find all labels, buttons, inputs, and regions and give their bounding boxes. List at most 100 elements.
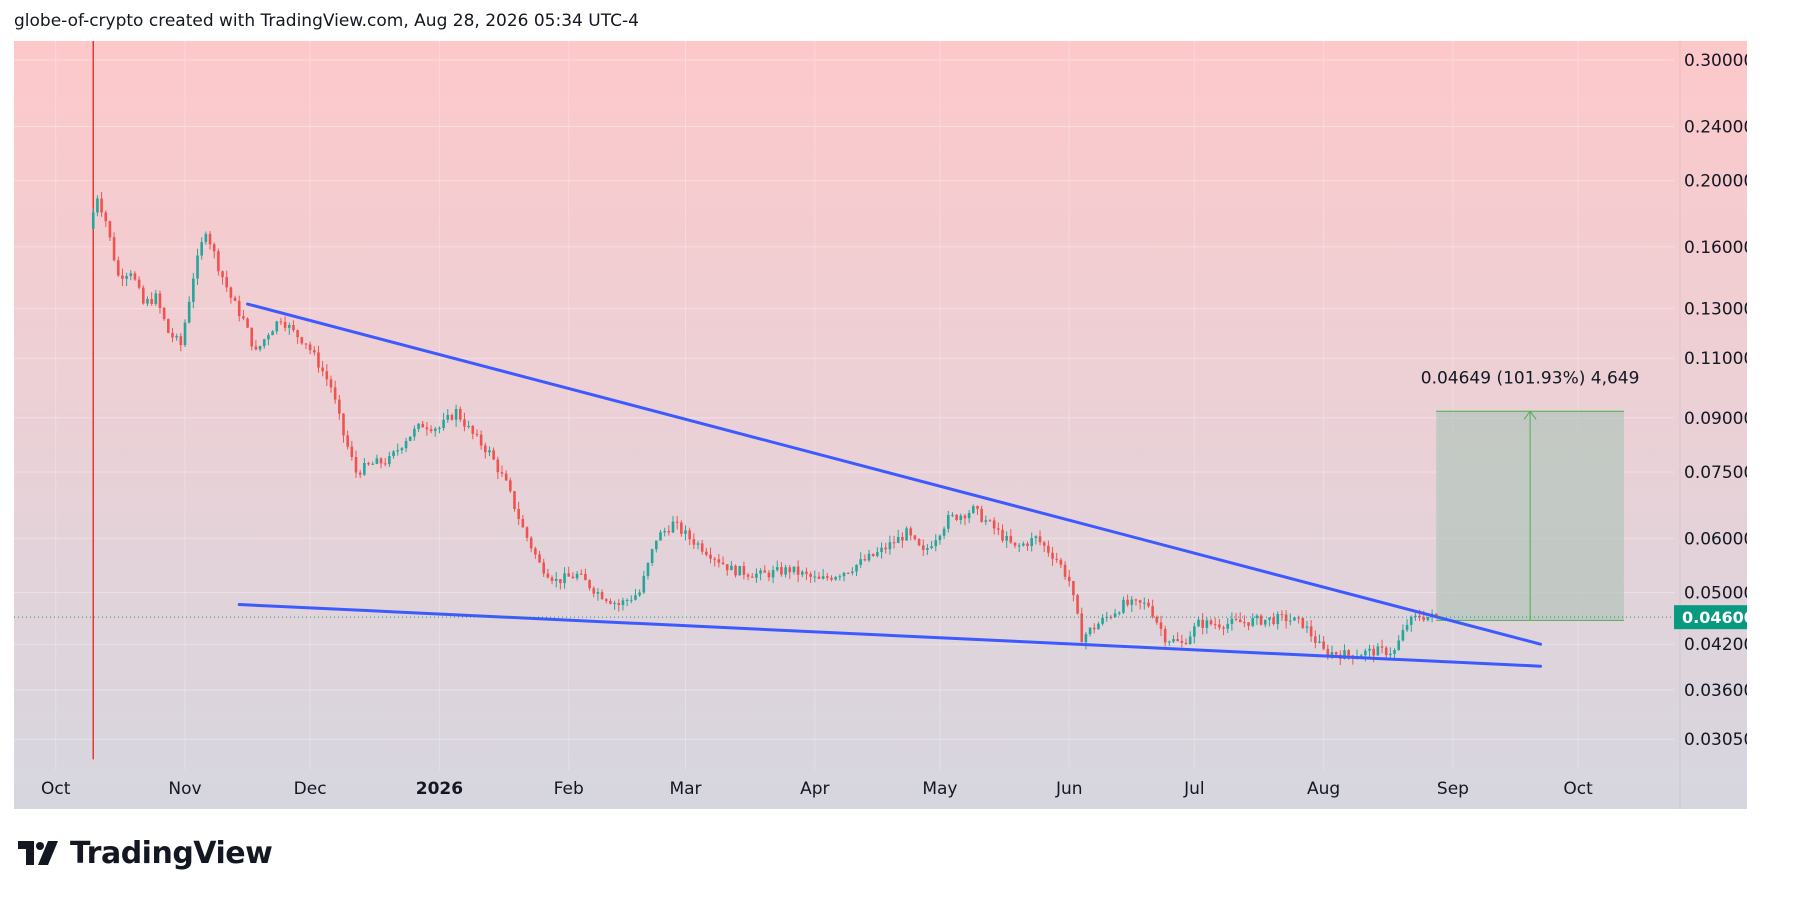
candle-body <box>813 576 817 578</box>
time-tick-label: Dec <box>294 779 327 799</box>
time-tick-label: Nov <box>168 779 201 799</box>
candle-body <box>141 287 145 304</box>
candle-body <box>938 535 942 541</box>
candle-body <box>433 428 437 432</box>
candle-body <box>475 433 479 435</box>
candle-body <box>513 491 516 509</box>
candle-body <box>509 480 512 492</box>
candle-body <box>1059 559 1063 565</box>
candle-body <box>212 244 216 252</box>
candle-body <box>463 419 466 427</box>
candle-body <box>834 577 837 580</box>
candle-body <box>684 530 687 534</box>
candle-body <box>242 316 245 319</box>
candle-body <box>926 548 929 550</box>
candle-body <box>884 547 888 550</box>
candle-body <box>971 506 975 513</box>
candle-body <box>1314 636 1317 643</box>
candle-body <box>625 600 629 602</box>
candle-body <box>1051 552 1054 559</box>
candle-body <box>1076 595 1079 614</box>
candle-body <box>1297 617 1300 619</box>
candle-body <box>392 451 395 457</box>
candle-body <box>1009 535 1013 543</box>
candle-body <box>1122 599 1125 613</box>
candle-body <box>1168 641 1171 643</box>
candle-body <box>300 337 304 344</box>
candle-body <box>1263 619 1267 625</box>
candle-body <box>980 508 983 522</box>
candle-body <box>529 537 533 549</box>
candle-body <box>738 565 742 576</box>
candle-body <box>1201 619 1204 628</box>
candle-body <box>692 539 696 545</box>
candle-body <box>901 536 904 541</box>
tradingview-logo[interactable]: TradingView <box>18 836 273 871</box>
candle-body <box>942 528 946 536</box>
overlay-layer: 0.04649 (101.93%) 4,649 0.04600 <box>14 368 1747 630</box>
candle-body <box>1038 536 1042 543</box>
candle-body <box>1155 616 1159 623</box>
candle-body <box>192 278 195 302</box>
candle-body <box>771 570 775 578</box>
candle-body <box>534 548 537 555</box>
candle-body <box>1368 648 1371 651</box>
candle-body <box>538 554 541 563</box>
candle-body <box>346 435 349 447</box>
candle-body <box>308 344 312 351</box>
candle-body <box>571 576 575 579</box>
candle-body <box>262 339 266 347</box>
candle-body <box>775 567 779 571</box>
time-tick-label: Apr <box>800 779 829 799</box>
candle-body <box>438 427 441 429</box>
candle-body <box>584 573 587 581</box>
candle-body <box>826 576 829 578</box>
candle-body <box>1268 617 1271 620</box>
trendline-lower <box>237 603 1543 668</box>
candle-body <box>1322 641 1325 649</box>
candle-body <box>1193 626 1196 637</box>
candle-body <box>425 427 429 430</box>
candle-body <box>575 573 579 579</box>
candle-body <box>104 212 108 222</box>
candle-body <box>217 251 220 272</box>
candle-body <box>329 379 333 388</box>
candle-body <box>1247 622 1250 626</box>
candle-body <box>150 298 153 304</box>
candle-body <box>121 275 124 279</box>
candle-body <box>1280 614 1284 616</box>
candle-body <box>342 413 345 436</box>
candle-body <box>1209 620 1213 625</box>
candle-body <box>1180 640 1184 643</box>
candle-body <box>1151 606 1154 617</box>
candle-body <box>913 535 917 540</box>
time-axis: Oct Nov Dec 2026 Feb Mar Apr May Jun Jul Aug Sep Oct <box>41 779 1593 799</box>
candle-body <box>709 554 712 559</box>
candle-body <box>492 450 495 460</box>
candle-body <box>613 603 616 605</box>
candle-body <box>750 576 754 578</box>
candle-body <box>629 599 633 601</box>
candle-body <box>146 298 149 304</box>
candle-body <box>133 273 137 280</box>
candle-body <box>1288 620 1292 622</box>
candle-body <box>313 350 316 353</box>
candle-body <box>1026 543 1029 547</box>
candle-body <box>1259 615 1263 625</box>
candle-body <box>717 559 721 563</box>
candle-body <box>546 573 550 578</box>
price-tick-label: 0.03050 <box>1684 730 1747 750</box>
candle-body <box>1222 627 1225 629</box>
candle-body <box>442 419 445 428</box>
candle-body <box>1172 639 1175 642</box>
candle-body <box>137 279 141 288</box>
candle-body <box>258 346 262 350</box>
candle-body <box>350 446 354 457</box>
candle-body <box>759 570 762 574</box>
candle-body <box>1034 536 1038 539</box>
candle-body <box>1163 628 1167 643</box>
candle-body <box>1184 642 1188 645</box>
candle-body <box>855 564 858 572</box>
